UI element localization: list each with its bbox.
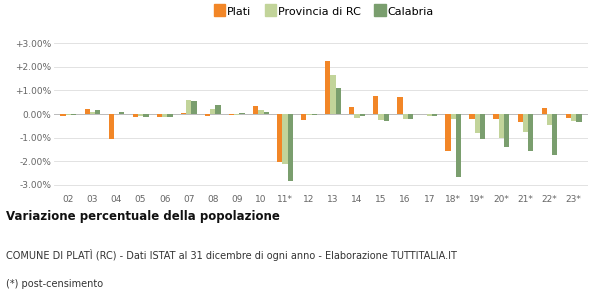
Text: (*) post-censimento: (*) post-censimento: [6, 279, 103, 289]
Bar: [191, 101, 197, 114]
Bar: [493, 114, 499, 119]
Bar: [210, 109, 215, 114]
Bar: [287, 114, 293, 182]
Bar: [349, 107, 355, 114]
Bar: [542, 108, 547, 114]
Bar: [186, 100, 191, 114]
Bar: [143, 114, 149, 117]
Bar: [469, 114, 475, 119]
Bar: [66, 114, 71, 115]
Bar: [258, 110, 263, 114]
Bar: [277, 114, 282, 163]
Bar: [379, 114, 384, 120]
Bar: [253, 106, 258, 114]
Bar: [90, 112, 95, 114]
Bar: [427, 114, 432, 116]
Legend: Plati, Provincia di RC, Calabria: Plati, Provincia di RC, Calabria: [214, 7, 434, 17]
Bar: [331, 75, 335, 114]
Bar: [504, 114, 509, 147]
Bar: [181, 113, 186, 114]
Bar: [499, 114, 504, 138]
Bar: [566, 114, 571, 118]
Bar: [325, 61, 331, 114]
Bar: [301, 114, 307, 120]
Bar: [432, 114, 437, 116]
Text: COMUNE DI PLATÌ (RC) - Dati ISTAT al 31 dicembre di ogni anno - Elaborazione TUT: COMUNE DI PLATÌ (RC) - Dati ISTAT al 31 …: [6, 249, 457, 261]
Bar: [480, 114, 485, 139]
Bar: [71, 114, 76, 115]
Bar: [109, 114, 114, 139]
Bar: [355, 114, 360, 118]
Bar: [133, 114, 138, 117]
Bar: [239, 113, 245, 114]
Bar: [408, 114, 413, 119]
Bar: [445, 114, 451, 151]
Bar: [547, 114, 552, 124]
Bar: [205, 114, 210, 116]
Bar: [384, 114, 389, 121]
Bar: [528, 114, 533, 151]
Bar: [360, 114, 365, 116]
Bar: [571, 114, 576, 121]
Bar: [162, 114, 167, 117]
Bar: [311, 114, 317, 115]
Bar: [523, 114, 528, 132]
Text: Variazione percentuale della popolazione: Variazione percentuale della popolazione: [6, 210, 280, 223]
Bar: [119, 112, 124, 114]
Bar: [307, 114, 311, 115]
Bar: [263, 112, 269, 114]
Bar: [576, 114, 581, 122]
Bar: [234, 114, 239, 115]
Bar: [85, 109, 90, 114]
Bar: [403, 114, 408, 119]
Bar: [451, 114, 456, 119]
Bar: [518, 114, 523, 122]
Bar: [282, 114, 287, 164]
Bar: [456, 114, 461, 177]
Bar: [138, 114, 143, 116]
Bar: [335, 88, 341, 114]
Bar: [552, 114, 557, 155]
Bar: [61, 114, 66, 116]
Bar: [397, 98, 403, 114]
Bar: [373, 96, 379, 114]
Bar: [229, 114, 234, 115]
Bar: [475, 114, 480, 133]
Bar: [167, 114, 173, 117]
Bar: [95, 110, 100, 114]
Bar: [215, 104, 221, 114]
Bar: [157, 114, 162, 117]
